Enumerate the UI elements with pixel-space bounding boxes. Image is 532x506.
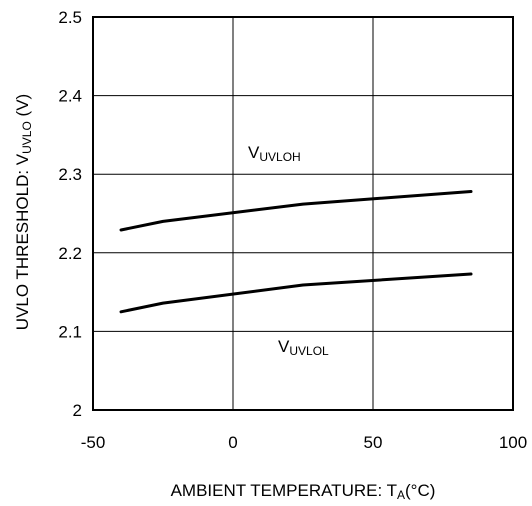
annotation-vuvlol-sub: UVLOL — [289, 344, 329, 358]
y-axis-label-main: UVLO THRESHOLD: V — [13, 153, 32, 330]
x-tick-label: 0 — [228, 433, 237, 452]
grid-lines — [93, 17, 513, 410]
x-axis-label: AMBIENT TEMPERATURE: TA(°C) — [171, 481, 436, 502]
series-line-uvlol — [119, 272, 473, 314]
x-tick-label: -50 — [81, 433, 106, 452]
y-axis-label: UVLO THRESHOLD: VUVLO (V) — [13, 94, 34, 330]
x-axis-label-sub: A — [397, 488, 405, 502]
x-axis-label-main: AMBIENT TEMPERATURE: T — [171, 481, 397, 500]
tick-labels: -50 0 50 100 2 2.1 2.2 2.3 2.4 2.5 — [58, 8, 527, 452]
series-lines — [119, 190, 473, 314]
series-line-uvloh — [119, 190, 473, 232]
y-tick-label: 2.5 — [58, 8, 82, 27]
annotation-vuvloh-sub: UVLOH — [259, 150, 300, 164]
annotation-vuvloh: VUVLOH — [248, 143, 301, 164]
annotation-vuvlol: VUVLOL — [278, 337, 329, 358]
y-tick-label: 2 — [73, 401, 82, 420]
annotation-vuvlol-main: V — [278, 337, 290, 356]
y-axis-label-sub: UVLO — [20, 121, 34, 154]
x-tick-label: 100 — [499, 433, 527, 452]
y-axis-label-unit: (V) — [13, 94, 32, 121]
y-tick-label: 2.2 — [58, 244, 82, 263]
plot-frame — [92, 16, 514, 411]
y-tick-label: 2.1 — [58, 322, 82, 341]
y-tick-label: 2.4 — [58, 87, 82, 106]
y-tick-label: 2.3 — [58, 165, 82, 184]
x-tick-label: 50 — [364, 433, 383, 452]
x-axis-label-unit: (°C) — [405, 481, 435, 500]
annotation-vuvloh-main: V — [248, 143, 260, 162]
